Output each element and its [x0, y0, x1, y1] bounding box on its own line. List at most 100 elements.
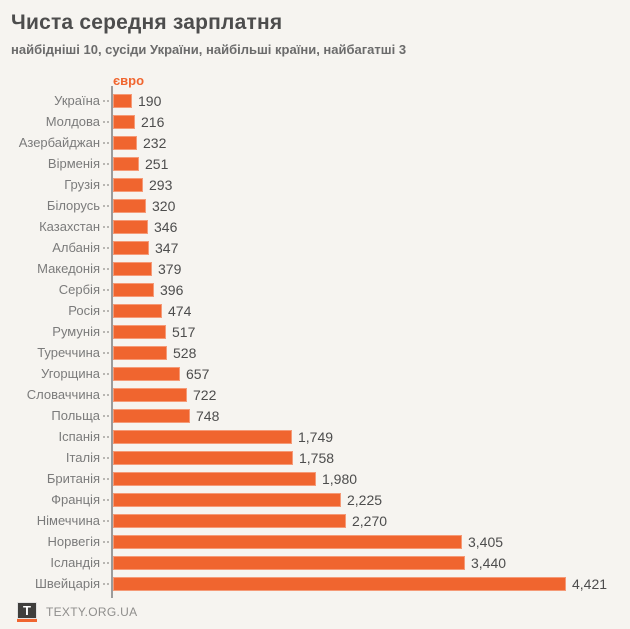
bar — [113, 471, 316, 486]
value-label: 347 — [155, 239, 179, 256]
chart-title: Чиста середня зарплатня — [11, 11, 283, 34]
chart-row: Азербайджан 232 — [0, 132, 630, 153]
value-label: 474 — [168, 302, 192, 319]
chart-row: Угорщина 657 — [0, 363, 630, 384]
chart-row: Туреччина 528 — [0, 342, 630, 363]
tick-dots — [103, 141, 109, 144]
bar — [113, 450, 293, 465]
tick-dots — [103, 456, 109, 459]
value-label: 216 — [141, 113, 165, 130]
value-label: 346 — [154, 218, 178, 235]
tick-dots — [103, 477, 109, 480]
tick-dots — [103, 498, 109, 501]
category-label: Вірменія — [47, 156, 100, 171]
value-label: 396 — [160, 281, 184, 298]
chart-row: Казахстан 346 — [0, 216, 630, 237]
category-label: Франція — [51, 492, 100, 507]
chart-row: Швейцарія 4,421 — [0, 573, 630, 594]
bar — [113, 576, 566, 591]
chart-row: Білорусь 320 — [0, 195, 630, 216]
value-label: 657 — [186, 365, 210, 382]
site-name: TEXTY.ORG.UA — [46, 605, 138, 619]
category-label: Росія — [68, 303, 100, 318]
value-label: 251 — [145, 155, 169, 172]
category-label: Ісландія — [50, 555, 100, 570]
value-label: 748 — [196, 407, 220, 424]
bar — [113, 93, 132, 108]
chart-row: Франція 2,225 — [0, 489, 630, 510]
chart-row: Ісландія 3,440 — [0, 552, 630, 573]
category-label: Албанія — [52, 240, 100, 255]
chart-subtitle: найбідніші 10, сусіди України, найбільші… — [11, 42, 407, 57]
tick-dots — [103, 393, 109, 396]
category-label: Швейцарія — [35, 576, 100, 591]
unit-label: євро — [113, 73, 145, 88]
chart-header: Чиста середня зарплатня найбідніші 10, с… — [0, 0, 630, 57]
chart-row: Вірменія 251 — [0, 153, 630, 174]
value-label: 320 — [152, 197, 176, 214]
bar — [113, 219, 148, 234]
chart-row: Албанія 347 — [0, 237, 630, 258]
category-label: Словаччина — [26, 387, 100, 402]
category-label: Німеччина — [36, 513, 100, 528]
tick-dots — [103, 246, 109, 249]
chart-row: Німеччина 2,270 — [0, 510, 630, 531]
category-label: Угорщина — [41, 366, 100, 381]
chart-row: Іспанія 1,749 — [0, 426, 630, 447]
category-label: Казахстан — [39, 219, 100, 234]
bar — [113, 282, 154, 297]
value-label: 1,980 — [322, 470, 358, 487]
y-axis-line — [111, 86, 113, 598]
chart-row: Британія 1,980 — [0, 468, 630, 489]
category-label: Молдова — [45, 114, 100, 129]
footer: T TEXTY.ORG.UA — [17, 602, 137, 622]
category-label: Туреччина — [37, 345, 100, 360]
category-label: Азербайджан — [18, 135, 100, 150]
category-label: Польща — [51, 408, 100, 423]
category-label: Італія — [65, 450, 100, 465]
tick-dots — [103, 519, 109, 522]
chart-row: Росія 474 — [0, 300, 630, 321]
tick-dots — [103, 183, 109, 186]
category-label: Британія — [46, 471, 100, 486]
value-label: 722 — [193, 386, 217, 403]
value-label: 232 — [143, 134, 167, 151]
category-label: Іспанія — [58, 429, 101, 444]
bar — [113, 114, 135, 129]
category-label: Сербія — [58, 282, 100, 297]
bar — [113, 177, 143, 192]
tick-dots — [103, 330, 109, 333]
bar — [113, 135, 137, 150]
chart-row: Румунія 517 — [0, 321, 630, 342]
chart-rows: Україна 190 Молдова 216 Азербайджан 232 Вірмен… — [0, 90, 630, 594]
bar — [113, 156, 139, 171]
tick-dots — [103, 414, 109, 417]
chart-row: Македонія 379 — [0, 258, 630, 279]
value-label: 293 — [149, 176, 173, 193]
chart-row: Грузія 293 — [0, 174, 630, 195]
bar — [113, 534, 462, 549]
bar — [113, 261, 152, 276]
value-label: 190 — [138, 92, 162, 109]
tick-dots — [103, 99, 109, 102]
chart-row: Польща 748 — [0, 405, 630, 426]
tick-dots — [103, 309, 109, 312]
tick-dots — [103, 204, 109, 207]
bar — [113, 324, 166, 339]
value-label: 1,749 — [298, 428, 334, 445]
bar-chart: євро Україна 190 Молдова 216 Азербайджан 232 В… — [0, 73, 630, 598]
tick-dots — [103, 267, 109, 270]
chart-row: Сербія 396 — [0, 279, 630, 300]
chart-row: Україна 190 — [0, 90, 630, 111]
category-label: Україна — [54, 93, 100, 108]
bar — [113, 429, 292, 444]
bar — [113, 387, 187, 402]
tick-dots — [103, 561, 109, 564]
bar — [113, 198, 146, 213]
category-label: Македонія — [37, 261, 100, 276]
bar — [113, 555, 465, 570]
value-label: 3,405 — [468, 533, 504, 550]
category-label: Грузія — [64, 177, 100, 192]
tick-dots — [103, 120, 109, 123]
tick-dots — [103, 435, 109, 438]
